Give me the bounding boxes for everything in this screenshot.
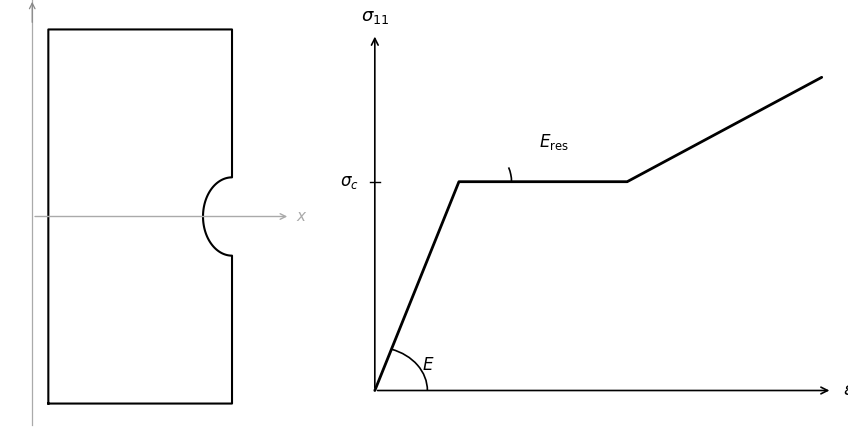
Text: $E_\mathrm{res}$: $E_\mathrm{res}$: [538, 132, 568, 152]
Text: $\sigma_{11}$: $\sigma_{11}$: [360, 8, 389, 26]
Text: $x$: $x$: [297, 210, 308, 224]
Text: $E$: $E$: [422, 356, 435, 373]
Text: $\epsilon_{11}$: $\epsilon_{11}$: [843, 381, 848, 400]
Text: $\sigma_c$: $\sigma_c$: [340, 174, 359, 191]
